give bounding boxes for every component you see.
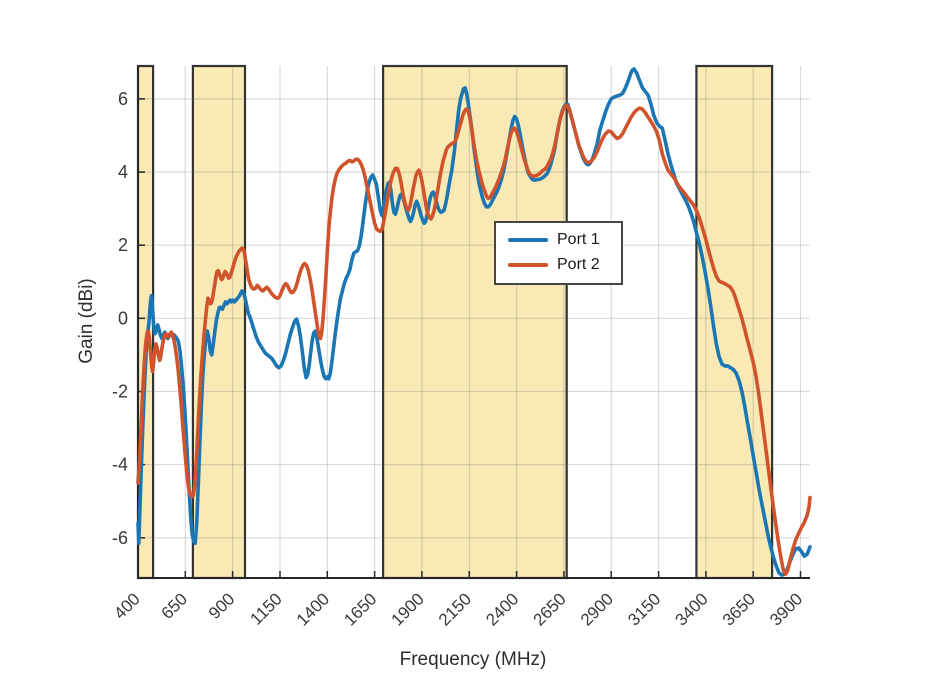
x-tick-label-2650: 2650 [530,589,570,629]
x-tick-label-1400: 1400 [293,589,333,629]
legend: Port 1 Port 2 [494,221,623,285]
x-tick-label-1150: 1150 [247,589,286,628]
port2-line-swatch [508,263,548,267]
y-tick-label--4: -4 [112,455,128,475]
x-tick-label-2400: 2400 [482,589,522,629]
x-axis-title: Frequency (MHz) [399,649,547,670]
x-tick-label-900: 900 [205,589,238,622]
y-tick-label--6: -6 [112,528,128,548]
x-tick-label-3650: 3650 [719,589,759,629]
legend-label-port1: Port 1 [557,231,600,248]
y-tick-label-6: 6 [118,89,128,109]
port2-curve [136,103,812,577]
x-tick-label-3900: 3900 [766,589,806,629]
y-axis-title: Gain (dBi) [76,278,97,364]
y-tick-label-4: 4 [118,162,128,182]
y-tick-label-0: 0 [118,308,128,328]
port1-curve [136,67,812,577]
x-tick-label-1900: 1900 [388,589,428,629]
x-tick-label-3400: 3400 [672,589,712,629]
port1-line-swatch [508,238,548,242]
x-tick-label-650: 650 [158,589,191,622]
x-tick-label-400: 400 [110,589,143,622]
legend-item-port2: Port 2 [508,256,613,274]
highlight-band-2 [191,64,247,580]
legend-item-port1: Port 1 [508,231,613,249]
x-tick-label-2900: 2900 [577,589,617,629]
y-tick-label--2: -2 [112,382,128,402]
x-tick-label-3150: 3150 [624,589,664,629]
x-tick-label-2150: 2150 [435,589,475,629]
legend-label-port2: Port 2 [557,256,600,273]
x-tick-label-1650: 1650 [340,589,380,629]
y-tick-label-2: 2 [118,235,128,255]
